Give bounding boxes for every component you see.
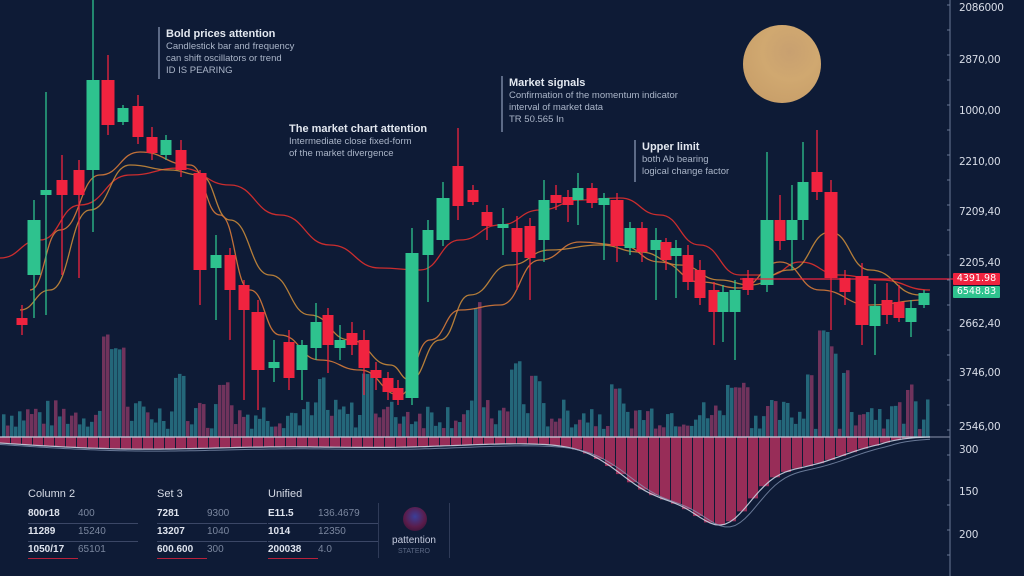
axis-tick-label: 2210,00 bbox=[959, 156, 1001, 168]
stats-row: 200038 4.0 bbox=[268, 542, 378, 559]
brand-title: pattention bbox=[392, 535, 436, 546]
stats-value: 7281 bbox=[157, 508, 180, 519]
stats-block-unified: Unified E11.5 136.4679 1014 12350 200038 4.… bbox=[268, 488, 378, 559]
stats-value: 1050/17 bbox=[28, 542, 78, 559]
stats-value: 136.4679 bbox=[318, 508, 360, 519]
stats-value: 600.600 bbox=[157, 542, 207, 559]
annotation-line: Confirmation of the momentum indicator bbox=[509, 90, 678, 101]
axis-tick-label: 2086000 bbox=[959, 2, 1004, 14]
stats-row: 1014 12350 bbox=[268, 524, 378, 542]
annotation-line: logical change factor bbox=[642, 166, 730, 177]
stats-value: 1040 bbox=[207, 526, 230, 537]
axis-tick-label: 150 bbox=[959, 486, 979, 498]
annotation-line: both Ab bearing bbox=[642, 154, 709, 165]
stats-value: 300 bbox=[207, 544, 224, 555]
stats-row: 800r18 400 bbox=[28, 506, 138, 524]
axis-tick-label: 2205,40 bbox=[959, 257, 1001, 269]
axis-tick-label: 200 bbox=[959, 529, 979, 541]
stats-header: Set 3 bbox=[157, 488, 183, 500]
stats-value: 9300 bbox=[207, 508, 230, 519]
annotation-line: Intermediate close fixed-form bbox=[289, 136, 412, 147]
stats-block-set-3: Set 3 7281 9300 13207 1040 600.600 300 bbox=[157, 488, 267, 559]
stats-header: Unified bbox=[268, 488, 303, 500]
stats-value: 65101 bbox=[78, 544, 106, 555]
annotation-market-chart: The market chart attention Intermediate … bbox=[283, 122, 427, 168]
stats-row: 7281 9300 bbox=[157, 506, 267, 524]
stats-value: 11289 bbox=[28, 526, 56, 537]
annotation-line: Candlestick bar and frequency bbox=[166, 41, 295, 52]
stats-row: 1050/17 65101 bbox=[28, 542, 138, 559]
moon-decoration bbox=[743, 25, 821, 103]
annotation-market-signals: Market signals Confirmation of the momen… bbox=[501, 76, 678, 132]
stats-row: 600.600 300 bbox=[157, 542, 267, 559]
brand-badge[interactable]: pattention STATERO bbox=[378, 503, 450, 558]
stats-value: 400 bbox=[78, 508, 95, 519]
stats-value: 4.0 bbox=[318, 544, 332, 555]
stats-row: 13207 1040 bbox=[157, 524, 267, 542]
axis-tick-label: 300 bbox=[959, 444, 979, 456]
axis-tick-label: 2546,00 bbox=[959, 421, 1001, 433]
annotation-title: Market signals bbox=[509, 77, 586, 89]
current-price-tag-red: 4391.98 bbox=[953, 273, 1000, 285]
annotation-line: can shift oscillators or trend bbox=[166, 53, 282, 64]
stats-value: 1014 bbox=[268, 526, 291, 537]
annotation-line: TR 50.565 In bbox=[509, 114, 564, 125]
axis-tick-label: 7209,40 bbox=[959, 206, 1001, 218]
annotation-line: of the market divergence bbox=[289, 148, 394, 159]
annotation-title: The market chart attention bbox=[289, 123, 428, 135]
annotation-title: Bold prices attention bbox=[166, 28, 276, 40]
stats-block-column-2: Column 2 800r18 400 11289 15240 1050/17 651… bbox=[28, 488, 138, 559]
annotation-upper-limit: Upper limit both Ab bearing logical chan… bbox=[634, 140, 729, 182]
brand-logo-icon bbox=[403, 507, 427, 531]
annotation-line: interval of market data bbox=[509, 102, 603, 113]
annotation-title: Upper limit bbox=[642, 141, 700, 153]
axis-tick-label: 2662,40 bbox=[959, 318, 1001, 330]
stats-value: 15240 bbox=[78, 526, 106, 537]
stats-value: 13207 bbox=[157, 526, 185, 537]
annotation-line: ID IS PEARING bbox=[166, 65, 233, 76]
current-price-tag-green: 6548.83 bbox=[953, 286, 1000, 298]
stats-value: 200038 bbox=[268, 542, 318, 559]
axis-tick-label: 2870,00 bbox=[959, 54, 1001, 66]
stats-row: 11289 15240 bbox=[28, 524, 138, 542]
stats-row: E11.5 136.4679 bbox=[268, 506, 378, 524]
axis-tick-label: 1000,00 bbox=[959, 105, 1001, 117]
annotation-bold-prices: Bold prices attention Candlestick bar an… bbox=[158, 27, 294, 79]
stats-value: 800r18 bbox=[28, 508, 60, 519]
brand-subtitle: STATERO bbox=[397, 548, 431, 555]
axis-tick-label: 3746,00 bbox=[959, 367, 1001, 379]
stats-value: E11.5 bbox=[268, 508, 294, 519]
stats-value: 12350 bbox=[318, 526, 346, 537]
stats-header: Column 2 bbox=[28, 488, 76, 500]
